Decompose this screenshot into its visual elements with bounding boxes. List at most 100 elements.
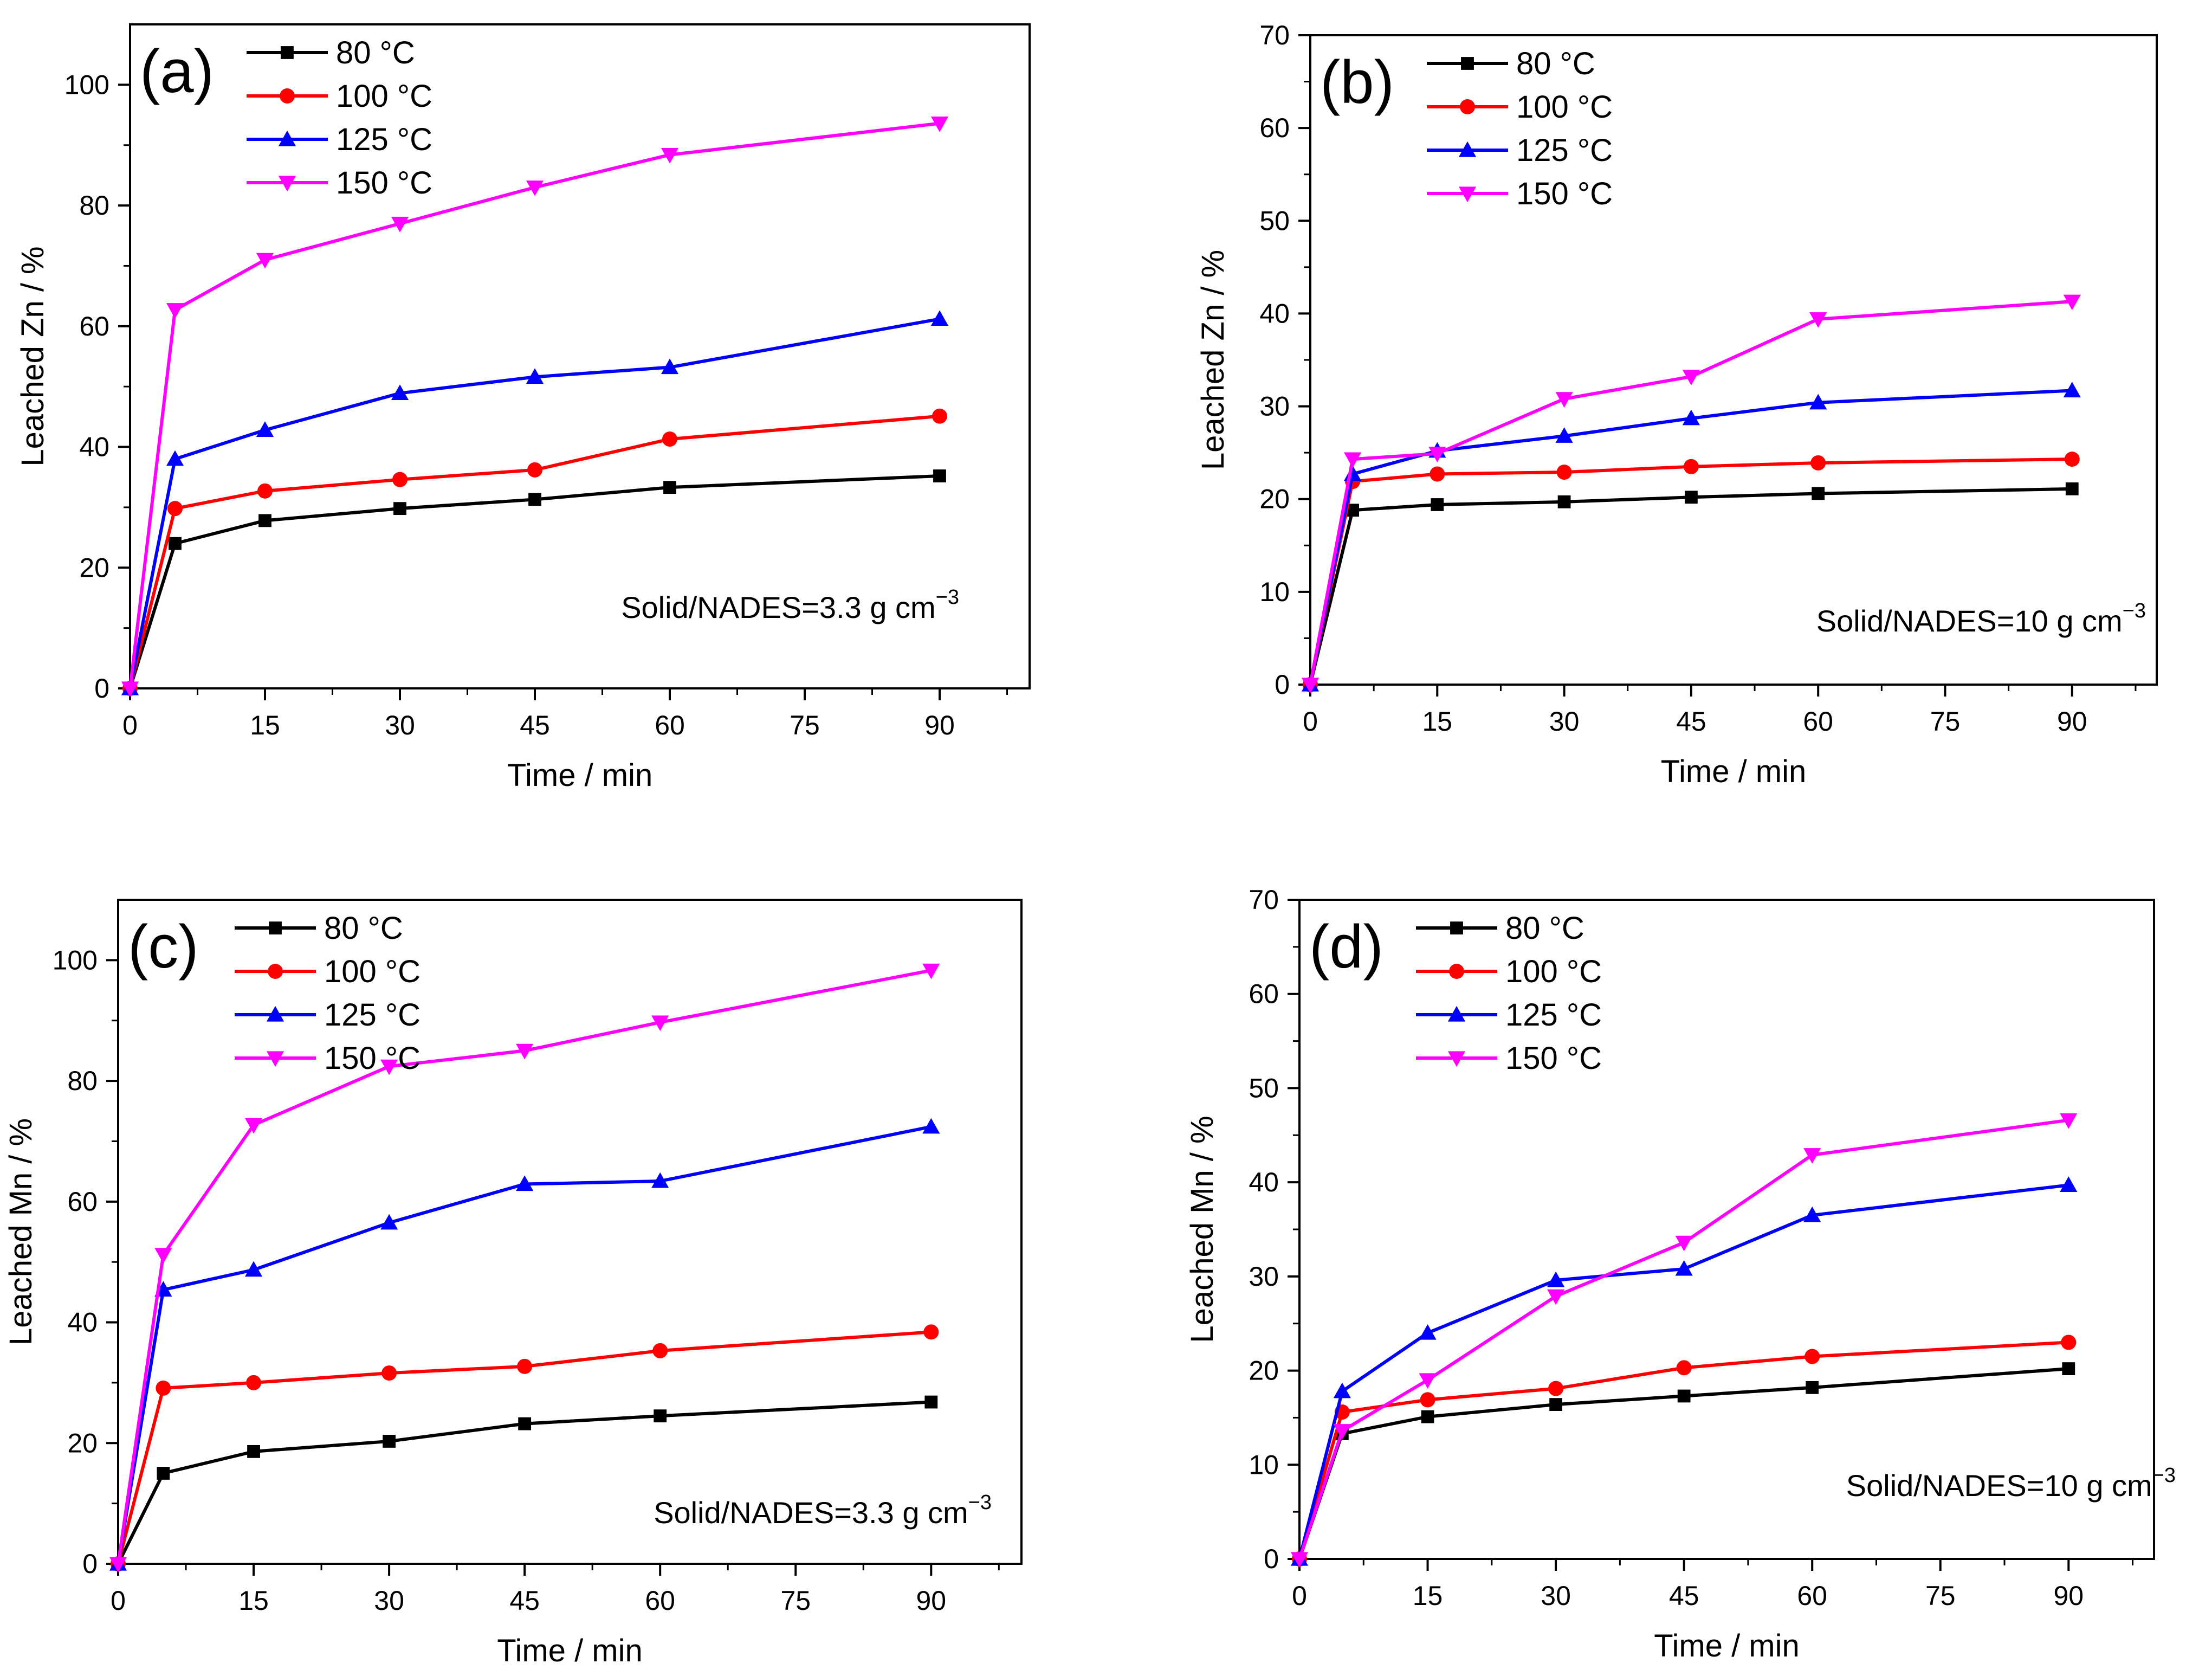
y-tick-label: 100 bbox=[53, 945, 98, 975]
x-tick-label: 45 bbox=[509, 1585, 540, 1616]
y-axis-title: Leached Zn / % bbox=[15, 246, 50, 466]
data-point bbox=[1675, 1235, 1693, 1252]
x-tick-label: 75 bbox=[780, 1585, 811, 1616]
x-tick-label: 60 bbox=[645, 1585, 675, 1616]
annotation-main: Solid/NADES=3.3 g cm bbox=[654, 1495, 968, 1530]
y-tick-label: 20 bbox=[79, 552, 109, 583]
x-tick-label: 30 bbox=[374, 1585, 404, 1616]
panel-label: (d) bbox=[1309, 913, 1383, 981]
data-point bbox=[2063, 382, 2081, 398]
x-tick-label: 75 bbox=[1925, 1581, 1956, 1611]
y-tick-label: 100 bbox=[64, 69, 109, 100]
data-point bbox=[526, 368, 544, 384]
x-axis-title: Time / min bbox=[507, 758, 653, 793]
x-tick-label: 60 bbox=[1803, 706, 1833, 737]
x-tick-label: 30 bbox=[1541, 1581, 1571, 1611]
x-axis-title: Time / min bbox=[1661, 754, 1807, 789]
x-tick-label: 90 bbox=[2053, 1581, 2084, 1611]
data-point bbox=[1682, 370, 1700, 385]
data-point bbox=[2064, 452, 2080, 467]
data-point bbox=[1547, 1289, 1565, 1305]
x-tick-label: 15 bbox=[1422, 706, 1452, 737]
y-tick-label: 20 bbox=[67, 1428, 98, 1458]
data-point bbox=[1431, 498, 1444, 511]
data-point bbox=[166, 450, 184, 466]
data-point bbox=[2060, 1176, 2078, 1192]
legend-marker bbox=[268, 964, 283, 979]
data-point bbox=[527, 462, 542, 478]
data-point bbox=[381, 1365, 397, 1381]
data-point bbox=[1430, 466, 1445, 482]
y-tick-label: 40 bbox=[67, 1307, 98, 1338]
y-tick-label: 80 bbox=[67, 1066, 98, 1096]
x-tick-label: 30 bbox=[385, 710, 415, 740]
data-point bbox=[156, 1380, 171, 1396]
data-point bbox=[2061, 1335, 2077, 1350]
data-point bbox=[380, 1214, 398, 1230]
chart-panel-d: 0 15 30 45 60 75 90 0 10 20 30 40 50 60 70 Time / min Le… bbox=[1185, 885, 2176, 1664]
data-point bbox=[1555, 392, 1573, 408]
y-axis-title: Leached Mn / % bbox=[3, 1118, 38, 1345]
y-tick-label: 20 bbox=[1259, 484, 1290, 514]
data-point bbox=[930, 117, 949, 132]
data-point bbox=[257, 483, 273, 499]
annotation-superscript: −3 bbox=[2123, 600, 2146, 622]
y-axis-title: Leached Zn / % bbox=[1195, 250, 1231, 470]
legend-marker bbox=[269, 921, 282, 934]
y-tick-label: 0 bbox=[1275, 669, 1290, 700]
data-point bbox=[154, 1248, 172, 1264]
data-point bbox=[662, 431, 677, 447]
data-point bbox=[109, 1557, 127, 1573]
annotation-main: Solid/NADES=3.3 g cm bbox=[621, 590, 935, 624]
legend-marker bbox=[1449, 964, 1464, 979]
legend-marker bbox=[1460, 99, 1475, 114]
legend-marker bbox=[1450, 921, 1463, 934]
legend-marker bbox=[281, 46, 294, 59]
x-tick-label: 60 bbox=[1797, 1581, 1827, 1611]
y-tick-label: 0 bbox=[82, 1549, 98, 1579]
data-point bbox=[391, 216, 409, 233]
data-point bbox=[1301, 678, 1320, 694]
x-axis-title: Time / min bbox=[1654, 1628, 1800, 1664]
data-point bbox=[661, 358, 679, 375]
legend-marker bbox=[278, 130, 296, 146]
legend-label: 150 °C bbox=[1516, 176, 1613, 211]
data-point bbox=[651, 1172, 669, 1188]
data-point bbox=[1346, 504, 1359, 517]
data-point bbox=[1809, 312, 1827, 328]
x-tick-label: 30 bbox=[1549, 706, 1580, 737]
legend-label: 125 °C bbox=[324, 997, 421, 1033]
y-tick-label: 0 bbox=[1264, 1544, 1279, 1574]
legend-label: 150 °C bbox=[336, 165, 432, 201]
data-point bbox=[1344, 452, 1362, 468]
annotation-main: Solid/NADES=10 g cm bbox=[1816, 604, 2123, 638]
data-point bbox=[1421, 1410, 1434, 1423]
y-tick-label: 10 bbox=[1249, 1449, 1279, 1480]
data-point bbox=[1333, 1382, 1351, 1398]
data-point bbox=[1682, 409, 1700, 426]
y-tick-label: 0 bbox=[94, 673, 109, 704]
x-tick-label: 15 bbox=[238, 1585, 269, 1616]
x-tick-label: 0 bbox=[111, 1585, 126, 1616]
data-point bbox=[393, 502, 406, 515]
data-point bbox=[256, 253, 274, 269]
data-point bbox=[380, 1059, 398, 1075]
legend-label: 80 °C bbox=[336, 35, 415, 70]
legend-label: 150 °C bbox=[1505, 1041, 1602, 1076]
data-point bbox=[663, 481, 676, 494]
y-tick-label: 40 bbox=[79, 432, 109, 462]
data-point bbox=[1806, 1381, 1819, 1394]
data-point bbox=[518, 1417, 532, 1430]
data-point bbox=[157, 1467, 170, 1480]
x-tick-label: 60 bbox=[655, 710, 685, 740]
legend-label: 80 °C bbox=[1505, 911, 1584, 946]
y-tick-label: 60 bbox=[1259, 113, 1290, 143]
plot-frame bbox=[129, 23, 1031, 689]
data-point bbox=[922, 1118, 940, 1134]
data-point bbox=[1333, 1424, 1351, 1440]
legend-label: 100 °C bbox=[336, 79, 432, 114]
chart-panel-b: 0 15 30 45 60 75 90 0 10 20 30 40 50 60 70 Time / min Le… bbox=[1195, 20, 2158, 789]
legend-label: 125 °C bbox=[1516, 133, 1613, 168]
chart-panel-c: 0 15 30 45 60 75 90 0 20 40 60 80 100 Time / min Leach… bbox=[3, 899, 1023, 1668]
